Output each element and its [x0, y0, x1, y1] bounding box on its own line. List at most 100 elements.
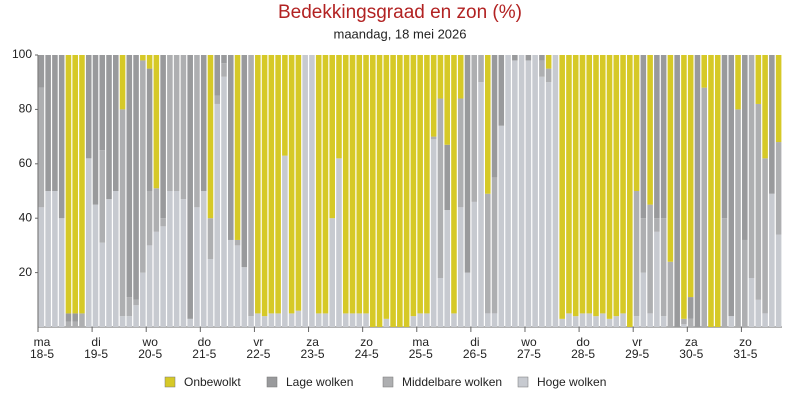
- bar-segment: [654, 218, 660, 232]
- x-tick-label: zo: [360, 335, 373, 349]
- bar-segment: [221, 76, 227, 327]
- bar-segment: [687, 297, 694, 319]
- bar-segment: [255, 313, 261, 327]
- bar-segment: [579, 55, 586, 314]
- legend-swatch: [266, 376, 278, 388]
- bar-segment: [268, 55, 275, 314]
- bar-segment: [342, 313, 349, 327]
- bar-segment: [241, 55, 248, 268]
- bar-segment: [363, 55, 369, 314]
- bar-segment: [390, 55, 396, 327]
- bar-segment: [383, 318, 390, 327]
- bar-segment: [748, 278, 755, 327]
- x-tick-label: za: [685, 335, 698, 349]
- bar-segment: [160, 55, 166, 219]
- bar-segment: [113, 191, 119, 327]
- x-tick-label: zo: [739, 335, 752, 349]
- bar-segment: [498, 55, 505, 126]
- bar-segment: [660, 218, 667, 317]
- bar-segment: [647, 55, 653, 205]
- bar-segment: [762, 313, 768, 327]
- x-tick-label: do: [198, 335, 212, 349]
- bar-segment: [660, 55, 667, 219]
- bar-segment: [559, 318, 565, 327]
- bar-segment: [775, 55, 782, 143]
- bar-segment: [194, 55, 200, 208]
- bar-segment: [349, 55, 356, 314]
- bar-segment: [755, 299, 762, 327]
- bar-segment: [214, 103, 221, 328]
- bar-segment: [430, 55, 437, 137]
- bar-segment: [687, 318, 694, 327]
- bar-segment: [52, 191, 58, 327]
- bar-segment: [620, 55, 626, 314]
- bar-segment: [227, 239, 234, 327]
- bar-segment: [512, 55, 518, 61]
- bar-segment: [370, 55, 376, 327]
- bar-segment: [322, 55, 329, 314]
- bar-segment: [478, 82, 484, 327]
- bar-segment: [593, 55, 599, 317]
- bar-segment: [52, 55, 58, 191]
- x-tick-label: ma: [412, 335, 429, 349]
- x-tick-label: 28-5: [571, 347, 595, 361]
- bar-segment: [654, 55, 660, 219]
- bar-segment: [153, 188, 160, 232]
- bar-segment: [221, 55, 227, 64]
- x-tick-label: 24-5: [355, 347, 379, 361]
- bar-segment: [552, 55, 559, 327]
- bar-segment: [85, 55, 92, 159]
- legend-swatch: [164, 376, 176, 388]
- bar-segment: [437, 278, 444, 327]
- bar-segment: [58, 55, 65, 219]
- bar-segment: [667, 55, 674, 262]
- bar-segment: [85, 158, 92, 327]
- bar-segment: [133, 55, 139, 300]
- bar-segment: [126, 297, 133, 317]
- bar-segment: [133, 305, 139, 327]
- bar-segment: [579, 313, 586, 327]
- bar-segment: [748, 55, 755, 279]
- bar-segment: [728, 316, 735, 327]
- bar-segment: [755, 103, 762, 300]
- bar-segment: [714, 55, 721, 327]
- bar-segment: [660, 316, 667, 327]
- bar-segment: [545, 82, 552, 327]
- bar-segment: [146, 245, 153, 327]
- bar-segment: [119, 55, 126, 110]
- bar-segment: [65, 321, 72, 327]
- bar-segment: [295, 310, 302, 327]
- bar-segment: [545, 68, 552, 83]
- bar-segment: [99, 150, 106, 243]
- bar-segment: [471, 55, 478, 202]
- bar-segment: [65, 313, 72, 322]
- bar-segment: [248, 316, 254, 327]
- bar-segment: [694, 55, 701, 327]
- x-tick-label: 18-5: [30, 347, 54, 361]
- x-tick-label: 19-5: [84, 347, 108, 361]
- bar-segment: [444, 55, 450, 145]
- x-tick-label: za: [306, 335, 319, 349]
- bar-segment: [735, 109, 741, 328]
- x-tick-label: ma: [34, 335, 51, 349]
- bar-segment: [99, 242, 106, 327]
- bar-segment: [586, 55, 593, 314]
- bar-segment: [755, 55, 762, 104]
- bar-segment: [167, 55, 173, 191]
- bar-segment: [742, 239, 748, 327]
- bar-segment: [762, 158, 768, 314]
- bar-segment: [518, 55, 525, 327]
- bar-segment: [187, 318, 193, 327]
- bar-segment: [633, 316, 640, 327]
- legend-label: Lage wolken: [286, 375, 353, 389]
- bar-segment: [654, 231, 660, 327]
- y-tick-label: 100: [12, 47, 32, 61]
- bar-segment: [349, 313, 356, 327]
- bar-segment: [403, 55, 410, 327]
- bar-segment: [329, 55, 335, 219]
- x-tick-label: 26-5: [463, 347, 487, 361]
- bar-segment: [647, 313, 653, 327]
- bar-segment: [72, 313, 78, 322]
- bar-segment: [566, 313, 572, 327]
- bar-segment: [599, 313, 606, 327]
